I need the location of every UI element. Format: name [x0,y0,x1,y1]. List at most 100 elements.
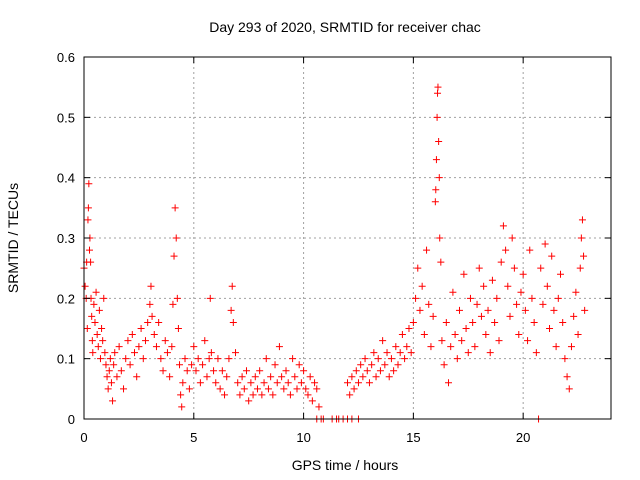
data-point [122,355,130,363]
data-point [510,264,518,272]
y-tick-label: 0.4 [57,171,75,186]
data-point [251,373,259,381]
data-point [253,385,261,393]
data-point [185,385,193,393]
data-point [100,294,108,302]
data-point [412,294,420,302]
data-point [131,349,139,357]
data-point [563,373,571,381]
data-point [427,343,435,351]
data-point [381,361,389,369]
data-point [464,349,472,357]
data-point [524,337,532,345]
data-point [460,270,468,278]
data-point [271,361,279,369]
data-point [104,385,112,393]
data-point [530,318,538,326]
data-point [88,337,96,345]
data-point [396,349,404,357]
data-point [99,337,107,345]
data-point [390,367,398,375]
data-point [414,264,422,272]
x-tick-label: 5 [190,430,197,445]
data-point [227,306,235,314]
data-point [84,216,92,224]
data-point [177,391,185,399]
data-point [135,343,143,351]
data-point [110,361,118,369]
data-point [155,318,163,326]
data-point [205,355,213,363]
data-point [420,331,428,339]
data-point [247,379,255,387]
data-point [240,385,248,393]
data-point [552,343,560,351]
y-tick-label: 0.3 [57,231,75,246]
data-point [152,343,160,351]
data-point [401,355,409,363]
data-point [423,246,431,254]
data-point [146,300,154,308]
data-point [466,294,474,302]
data-point [210,367,218,375]
data-point [491,318,499,326]
data-point [313,385,321,393]
data-point [506,312,514,320]
data-point [109,397,117,405]
data-point [379,337,387,345]
data-point [539,300,547,308]
data-point [269,391,277,399]
data-point [128,331,136,339]
data-point [442,318,450,326]
data-point [550,306,558,314]
data-point [157,355,165,363]
data-point [176,361,184,369]
data-point [554,294,562,302]
data-point [416,306,424,314]
data-point [398,331,406,339]
data-point [96,355,104,363]
data-point [297,379,305,387]
data-point [488,276,496,284]
data-point [126,361,134,369]
data-point [567,343,575,351]
data-point [275,343,283,351]
data-point [432,156,440,164]
data-point [90,300,98,308]
data-point [449,288,457,296]
data-point [370,349,378,357]
data-point [147,282,155,290]
data-point [115,343,123,351]
data-point [117,367,125,375]
data-point [228,282,236,290]
data-point [513,300,521,308]
data-point [455,306,463,314]
data-point [163,349,171,357]
data-point [113,373,121,381]
data-point [435,174,443,182]
data-point [429,312,437,320]
data-point [173,294,181,302]
data-point [418,282,426,290]
grid-lines [84,57,611,419]
data-point [139,355,147,363]
data-point [214,355,222,363]
data-point [282,367,290,375]
data-point [216,385,224,393]
data-point [559,318,567,326]
data-point [580,252,588,260]
data-point [188,361,196,369]
data-point [471,343,479,351]
data-point [453,355,461,363]
data-point [541,240,549,248]
data-point [238,373,246,381]
data-point [403,343,411,351]
data-point [103,373,111,381]
x-axis-title: GPS time / hours [292,457,399,473]
data-point [497,258,505,266]
data-point [88,312,96,320]
data-point [212,379,220,387]
data-point [344,379,351,387]
data-point [192,367,200,375]
